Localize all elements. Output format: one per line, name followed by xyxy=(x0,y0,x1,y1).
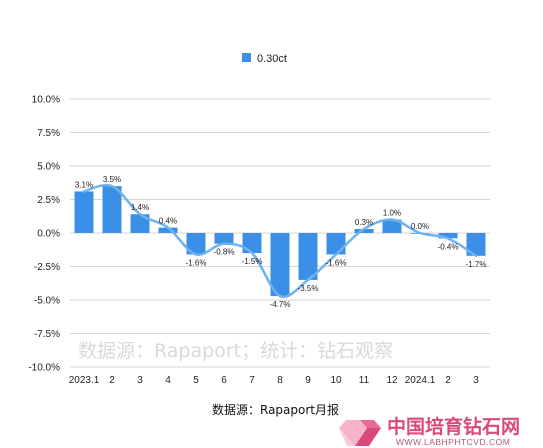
bar xyxy=(74,191,94,233)
data-label: -0.4% xyxy=(438,242,459,251)
bar xyxy=(382,219,402,233)
y-tick-label: 5.0% xyxy=(37,162,60,173)
x-tick-label: 2023.1 xyxy=(69,375,100,386)
x-tick-label: 2024.1 xyxy=(405,375,436,386)
data-label: 0.4% xyxy=(159,217,177,226)
data-label: -1.6% xyxy=(326,258,347,267)
x-tick-label: 6 xyxy=(221,375,227,386)
data-labels: 3.1% 3.5% 1.4% 0.4% -1.6% -0.8% -1.5% -4.7% -3.5… xyxy=(75,175,487,309)
site-logo: 中国培育钻石网 WWW.LABHPHTCVD.COM xyxy=(339,415,520,447)
x-axis: 2023.1 2 3 4 5 6 7 8 9 10 11 12 2024.1 2 3 xyxy=(69,375,480,386)
bar xyxy=(242,233,262,254)
x-tick-label: 3 xyxy=(137,375,143,386)
y-tick-label: -2.5% xyxy=(34,262,60,273)
bar xyxy=(298,233,318,280)
bar xyxy=(102,186,122,233)
x-tick-label: 9 xyxy=(305,375,311,386)
trend-line xyxy=(82,183,478,299)
data-label: 3.1% xyxy=(75,180,93,189)
watermark-text: 数据源：Rapaport；统计：钻石观察 xyxy=(78,340,393,362)
data-label: 1.4% xyxy=(131,203,149,212)
watermark-layer: 数据源：Rapaport；统计：钻石观察 xyxy=(78,340,393,362)
x-tick-label: 7 xyxy=(249,375,255,386)
y-axis: 10.0% 7.5% 5.0% 2.5% 0.0% -2.5% -5.0% -7.5% -10.… xyxy=(28,95,60,374)
data-label: -1.5% xyxy=(242,257,263,266)
data-label: -1.6% xyxy=(186,258,207,267)
y-tick-label: 7.5% xyxy=(37,128,60,139)
x-tick-label: 11 xyxy=(359,375,370,386)
data-label: 1.0% xyxy=(383,209,401,218)
bar xyxy=(438,233,458,239)
bar xyxy=(466,233,486,256)
legend: 0.30ct xyxy=(242,53,287,65)
legend-label: 0.30ct xyxy=(257,53,287,65)
y-tick-label: -5.0% xyxy=(34,296,60,307)
data-label: 0.0% xyxy=(411,222,429,231)
data-label: 3.5% xyxy=(103,175,121,184)
diamond-logo-icon xyxy=(339,420,381,446)
bar xyxy=(186,233,206,255)
y-tick-label: -10.0% xyxy=(28,363,60,374)
bar xyxy=(130,214,150,233)
data-label: -0.8% xyxy=(214,248,235,257)
bar xyxy=(214,233,234,244)
bar xyxy=(158,227,178,233)
x-tick-label: 10 xyxy=(330,375,342,386)
data-label: -4.7% xyxy=(270,300,291,309)
x-tick-label: 8 xyxy=(277,375,283,386)
y-tick-label: 10.0% xyxy=(32,95,60,106)
logo-url: WWW.LABHPHTCVD.COM xyxy=(396,437,510,447)
x-tick-label: 4 xyxy=(165,375,171,386)
y-tick-label: 0.0% xyxy=(37,229,60,240)
x-tick-label: 3 xyxy=(473,375,479,386)
bar xyxy=(270,233,290,296)
x-tick-label: 5 xyxy=(193,375,199,386)
legend-swatch xyxy=(242,53,251,62)
bar xyxy=(326,233,346,255)
bar xyxy=(354,228,374,233)
y-tick-label: -7.5% xyxy=(34,329,60,340)
x-tick-label: 2 xyxy=(445,375,451,386)
x-tick-label: 2 xyxy=(109,375,115,386)
source-note: 数据源：Rapaport月报 xyxy=(212,402,339,417)
y-tick-label: 2.5% xyxy=(37,195,60,206)
data-label: 0.3% xyxy=(355,218,373,227)
logo-name: 中国培育钻石网 xyxy=(387,415,520,438)
data-label: -1.7% xyxy=(466,260,487,269)
x-tick-label: 12 xyxy=(386,375,398,386)
data-label: -3.5% xyxy=(298,284,319,293)
